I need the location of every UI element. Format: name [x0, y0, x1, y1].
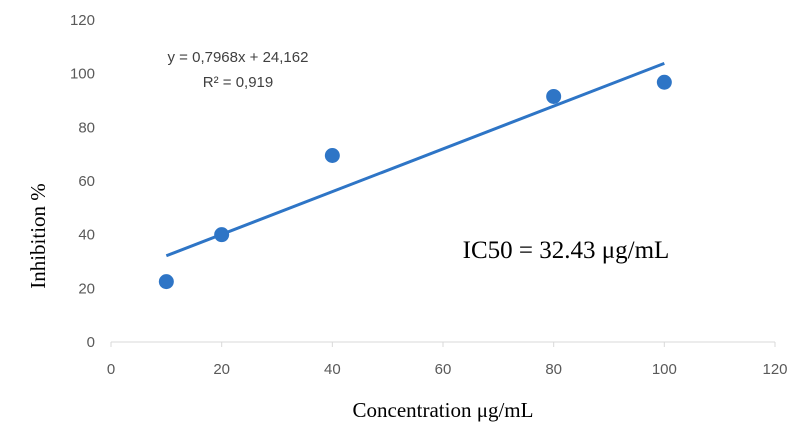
x-tick-label: 40	[324, 361, 341, 378]
y-tick-label: 80	[78, 119, 95, 136]
ic50-annotation: IC50 = 32.43 μg/mL	[463, 237, 670, 264]
y-tick-label: 60	[78, 173, 95, 190]
y-tick-label: 100	[70, 66, 95, 83]
y-axis-title: Inhibition %	[26, 183, 50, 289]
y-tick-label: 0	[87, 334, 95, 351]
y-tick-label: 40	[78, 227, 95, 244]
data-point	[324, 148, 340, 164]
data-point	[158, 274, 174, 290]
trend-equation: y = 0,7968x + 24,162	[168, 49, 309, 66]
x-tick-label: 100	[652, 361, 677, 378]
x-tick-labels: 0 20 40 60 80 100 120	[107, 361, 788, 378]
r-squared-label: R² = 0,919	[203, 74, 273, 91]
data-point	[214, 227, 230, 243]
x-axis-title: Concentration μg/mL	[353, 398, 534, 422]
x-tick-label: 60	[435, 361, 452, 378]
data-point	[546, 88, 562, 104]
y-tick-label: 20	[78, 280, 95, 297]
y-tick-labels: 0 20 40 60 80 100 120	[70, 12, 95, 351]
x-tick-label: 80	[545, 361, 562, 378]
x-tick-marks	[110, 342, 776, 347]
x-tick-label: 120	[762, 361, 787, 378]
y-tick-label: 120	[70, 12, 95, 29]
trend-line	[165, 61, 665, 258]
data-points	[158, 74, 672, 290]
data-point	[656, 74, 672, 90]
x-tick-label: 0	[107, 361, 115, 378]
x-tick-label: 20	[213, 361, 230, 378]
